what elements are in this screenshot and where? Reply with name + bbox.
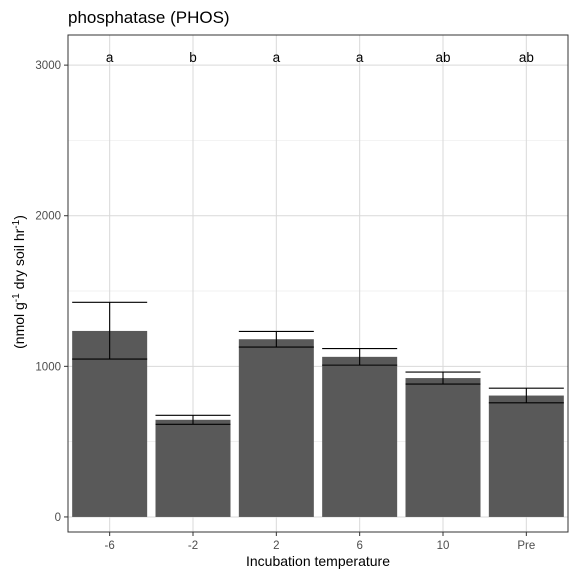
y-axis-title-superscript: -1: [11, 293, 22, 302]
y-tick-label: 2000: [35, 211, 61, 223]
plot-border: [67, 34, 569, 533]
y-axis-title-part: ): [11, 215, 27, 220]
x-tick-label: 2: [273, 540, 279, 552]
bar: [155, 419, 231, 517]
y-axis-title: (nmol g-1 dry soil hr-1): [11, 215, 27, 349]
bar: [488, 395, 564, 517]
significance-label: a: [106, 50, 114, 65]
y-axis-title-part: dry soil hr: [11, 228, 27, 293]
y-tick-label: 1000: [35, 361, 61, 373]
y-tick-label: 3000: [35, 60, 61, 72]
y-axis-title-part: (nmol g: [11, 302, 27, 349]
x-tick-label: Pre: [517, 540, 535, 552]
x-tick-label: -2: [188, 540, 198, 552]
x-tick-label: -6: [105, 540, 115, 552]
y-tick-label: 0: [55, 512, 61, 524]
significance-label: b: [189, 50, 197, 65]
bar: [72, 330, 148, 517]
bar: [322, 356, 398, 517]
chart-title: phosphatase (PHOS): [68, 8, 230, 27]
bar: [405, 378, 481, 517]
bar: [238, 339, 314, 517]
x-axis-title: Incubation temperature: [246, 553, 390, 569]
significance-label: a: [356, 50, 364, 65]
significance-label: ab: [519, 50, 534, 65]
significance-label: a: [273, 50, 281, 65]
x-tick-label: 10: [437, 540, 450, 552]
y-axis-title-superscript: -1: [11, 219, 22, 228]
significance-label: ab: [435, 50, 450, 65]
x-tick-label: 6: [356, 540, 362, 552]
